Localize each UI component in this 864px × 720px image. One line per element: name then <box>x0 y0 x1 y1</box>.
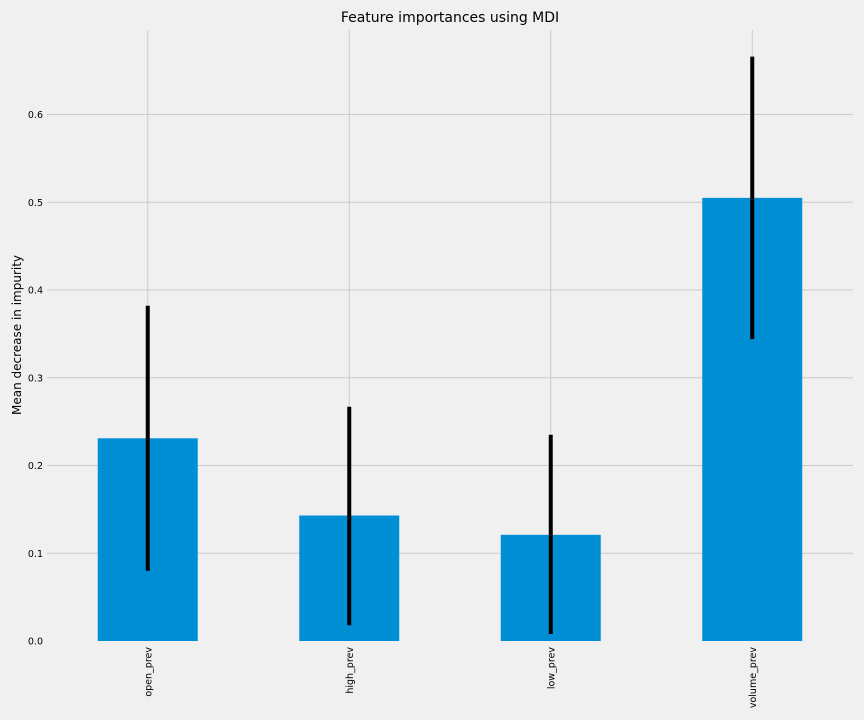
y-tick-label: 0.3 <box>28 373 43 384</box>
y-tick-label: 0.0 <box>28 637 43 648</box>
x-tick-labels: open_prev high_prev low_prev volume_prev <box>143 647 759 709</box>
y-tick-label: 0.6 <box>28 110 43 121</box>
y-tick-labels: 0.0 0.1 0.2 0.3 0.4 0.5 0.6 <box>28 110 43 648</box>
x-tick-label: volume_prev <box>748 647 759 709</box>
x-tick-label: high_prev <box>345 647 356 694</box>
y-tick-label: 0.4 <box>28 286 43 297</box>
y-tick-label: 0.1 <box>28 549 43 560</box>
y-axis-label: Mean decrease in impurity <box>10 255 24 415</box>
bars-layer <box>97 197 803 642</box>
y-tick-label: 0.5 <box>28 198 43 209</box>
y-tick-label: 0.2 <box>28 461 43 472</box>
x-tick-label: low_prev <box>546 647 557 690</box>
chart-title: Feature importances using MDI <box>341 10 559 26</box>
x-tick-label: open_prev <box>143 647 154 697</box>
error-bars-layer <box>145 56 755 634</box>
